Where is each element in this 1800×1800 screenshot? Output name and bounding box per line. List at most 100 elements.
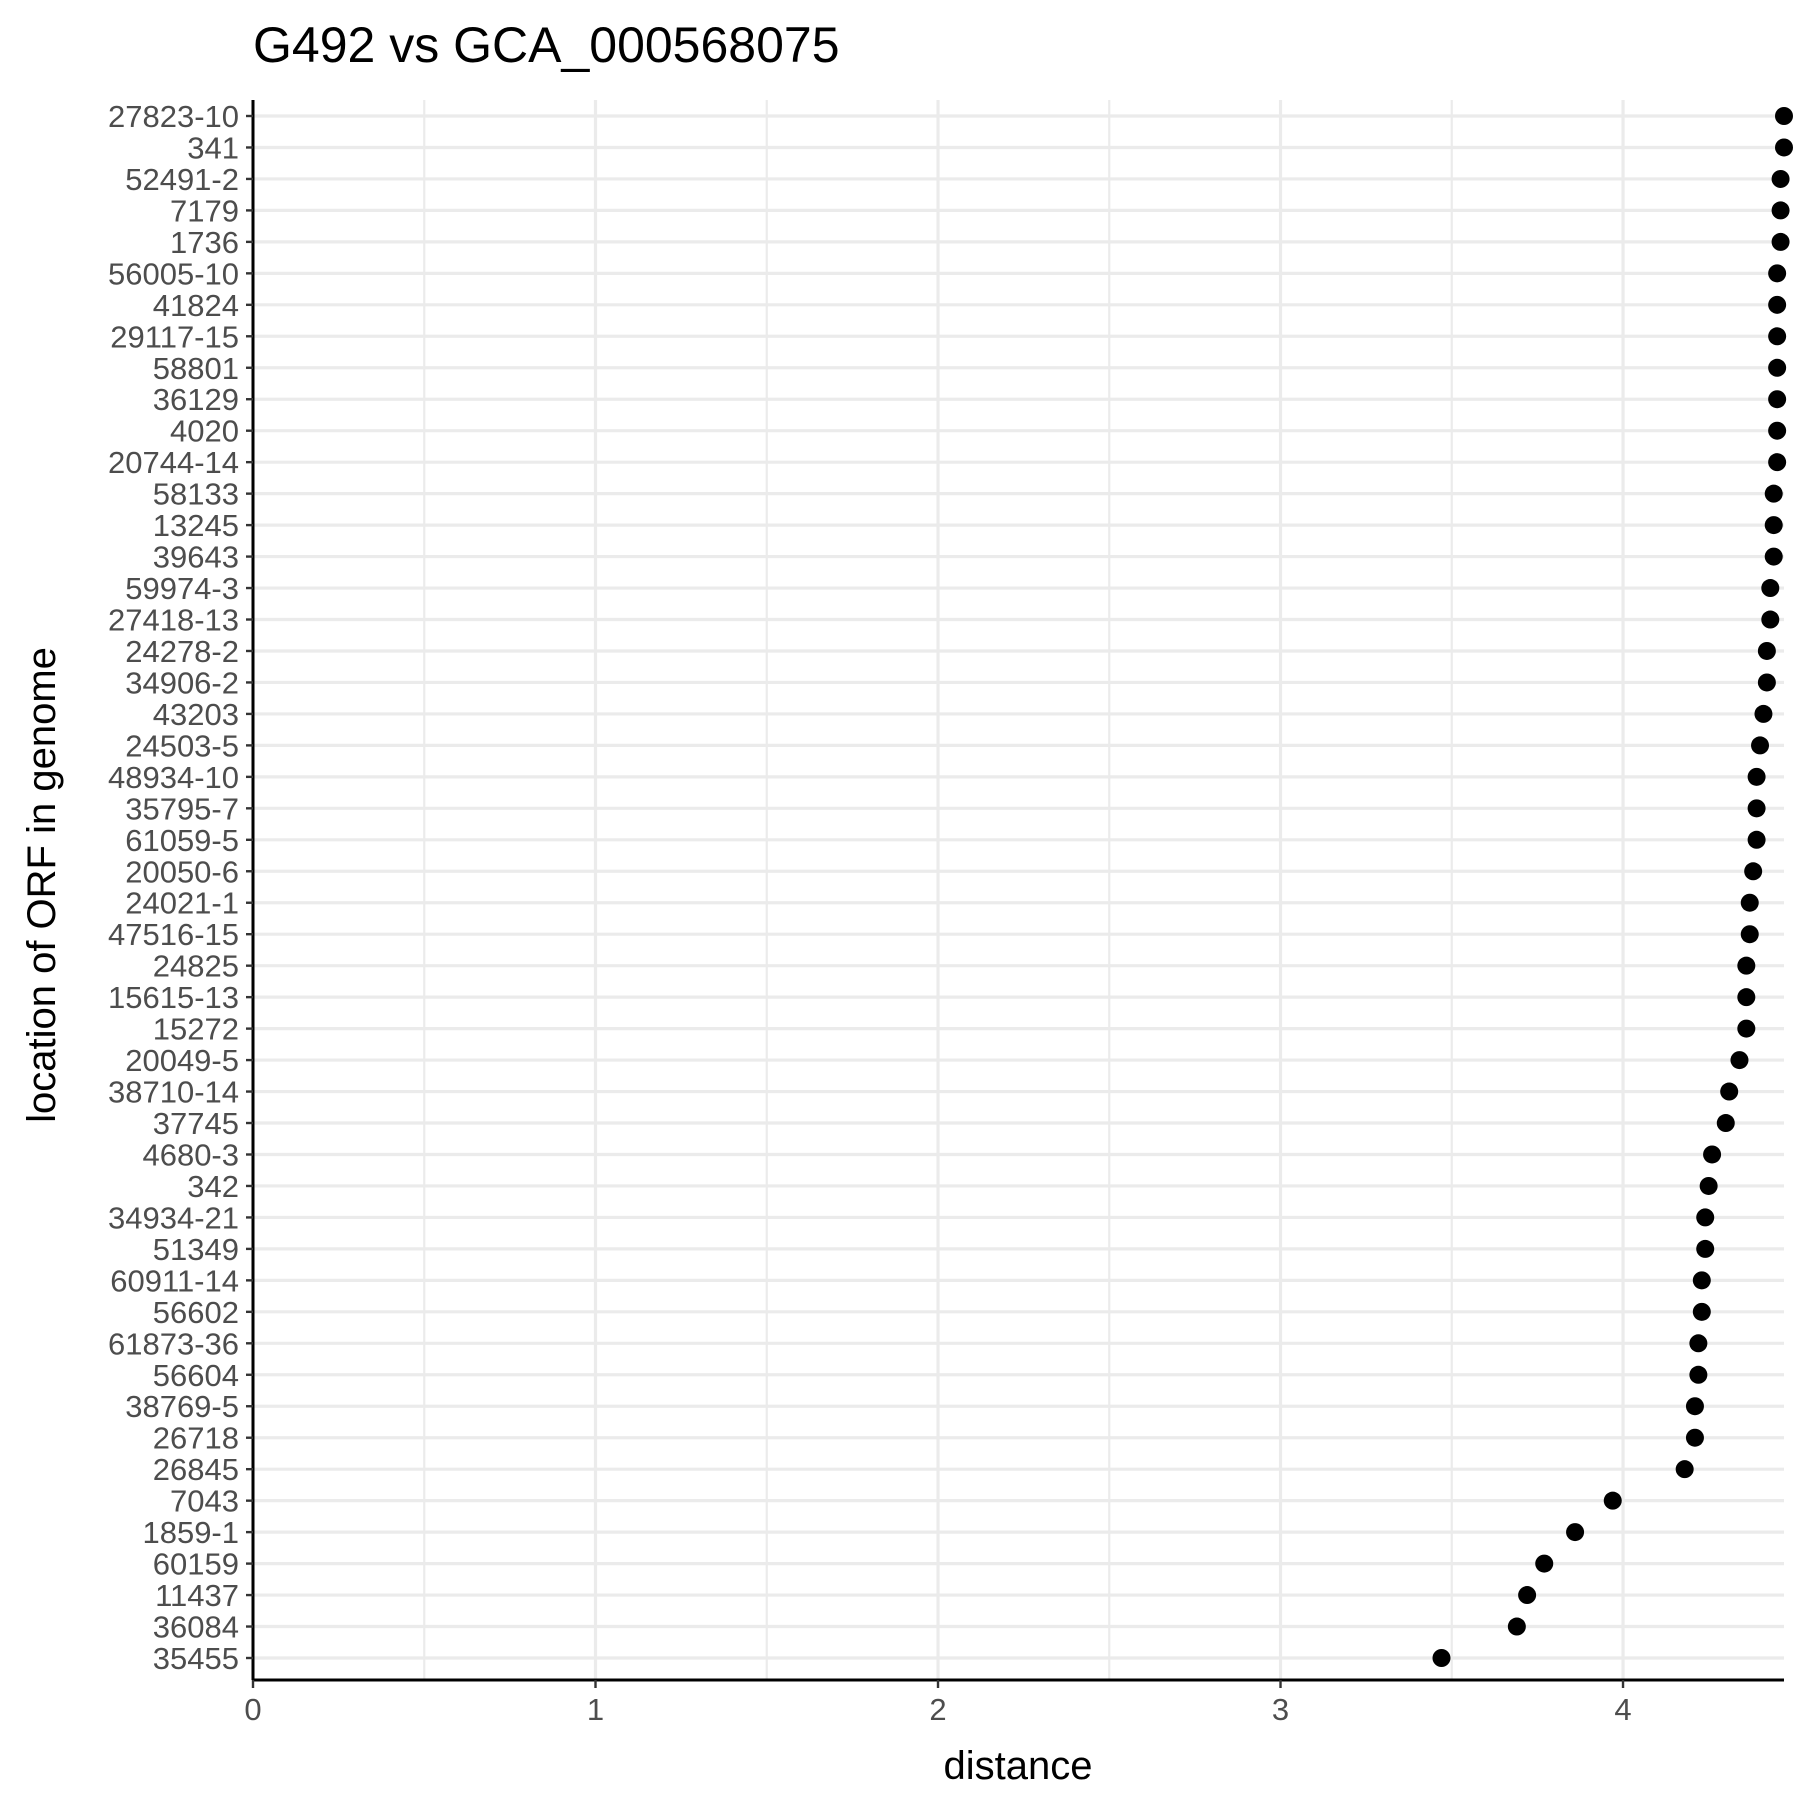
chart-title: G492 vs GCA_000568075 bbox=[253, 17, 840, 73]
data-point bbox=[1685, 1428, 1704, 1447]
y-tick-label: 35795-7 bbox=[125, 791, 239, 826]
data-point bbox=[1764, 547, 1783, 566]
x-tick-label: 4 bbox=[1614, 1692, 1631, 1727]
data-points bbox=[1432, 107, 1793, 1667]
data-point bbox=[1689, 1365, 1708, 1384]
data-point bbox=[1747, 830, 1766, 849]
data-point bbox=[1703, 1145, 1722, 1164]
y-tick-label: 61873-36 bbox=[108, 1326, 239, 1361]
y-tick-label: 56602 bbox=[153, 1295, 239, 1330]
x-tick-label: 2 bbox=[929, 1692, 946, 1727]
data-point bbox=[1730, 1051, 1749, 1070]
y-tick-label: 1736 bbox=[170, 225, 239, 260]
data-point bbox=[1771, 169, 1790, 188]
y-tick-label: 58801 bbox=[153, 351, 239, 386]
y-tick-label: 26718 bbox=[153, 1421, 239, 1456]
data-point bbox=[1764, 484, 1783, 503]
y-tick-label: 15272 bbox=[153, 1012, 239, 1047]
data-point bbox=[1751, 736, 1770, 755]
data-point bbox=[1775, 107, 1793, 125]
y-tick-label: 24278-2 bbox=[125, 634, 239, 669]
y-tick-label: 34934-21 bbox=[108, 1200, 239, 1235]
data-point bbox=[1692, 1271, 1711, 1290]
y-tick-label: 27823-10 bbox=[108, 99, 239, 134]
data-point bbox=[1771, 232, 1790, 251]
y-tick-label: 342 bbox=[187, 1169, 239, 1204]
data-point bbox=[1689, 1334, 1708, 1353]
y-tick-label: 7043 bbox=[170, 1484, 239, 1519]
y-tick-label: 58133 bbox=[153, 477, 239, 512]
data-point bbox=[1720, 1082, 1739, 1101]
y-tick-label: 43203 bbox=[153, 697, 239, 732]
data-point bbox=[1566, 1523, 1585, 1542]
data-point bbox=[1757, 641, 1776, 660]
data-point bbox=[1754, 704, 1773, 723]
data-point bbox=[1768, 295, 1787, 314]
data-point bbox=[1768, 358, 1787, 377]
data-point bbox=[1696, 1239, 1715, 1258]
y-tick-label: 24503-5 bbox=[125, 728, 239, 763]
y-tick-label: 13245 bbox=[153, 508, 239, 543]
y-tick-label: 52491-2 bbox=[125, 162, 239, 197]
data-point bbox=[1768, 327, 1787, 346]
y-tick-label: 60911-14 bbox=[110, 1263, 239, 1298]
data-point bbox=[1771, 201, 1790, 220]
y-tick-label: 24021-1 bbox=[125, 886, 239, 921]
grid-lines bbox=[251, 100, 1784, 1680]
y-tick-label: 38710-14 bbox=[108, 1075, 239, 1110]
data-point bbox=[1768, 264, 1787, 283]
y-tick-label: 4020 bbox=[170, 414, 239, 449]
x-axis-title: distance bbox=[944, 1744, 1093, 1788]
x-axis: 0 1 2 3 4 bbox=[244, 1678, 1784, 1727]
y-tick-label: 35455 bbox=[153, 1641, 239, 1676]
y-axis-title: location of ORF in genome bbox=[20, 647, 64, 1123]
y-tick-label: 4680-3 bbox=[142, 1137, 239, 1172]
y-tick-label: 48934-10 bbox=[108, 760, 239, 795]
y-tick-label: 1859-1 bbox=[142, 1515, 239, 1550]
y-tick-label: 20049-5 bbox=[125, 1043, 239, 1078]
y-tick-label: 59974-3 bbox=[125, 571, 239, 606]
y-tick-label: 60159 bbox=[153, 1547, 239, 1582]
y-tick-label: 24825 bbox=[153, 949, 239, 984]
data-point bbox=[1675, 1460, 1694, 1479]
data-point bbox=[1761, 579, 1780, 598]
data-point bbox=[1696, 1208, 1715, 1227]
data-point bbox=[1761, 610, 1780, 629]
y-tick-label: 61059-5 bbox=[125, 823, 239, 858]
y-tick-label: 47516-15 bbox=[108, 917, 239, 952]
y-tick-label: 38769-5 bbox=[125, 1389, 239, 1424]
data-point bbox=[1764, 516, 1783, 535]
data-point bbox=[1737, 1019, 1756, 1038]
y-axis: 27823-1034152491-27179173656005-10418242… bbox=[108, 99, 255, 1680]
data-point bbox=[1699, 1176, 1718, 1195]
y-tick-label: 29117-15 bbox=[110, 319, 239, 354]
data-point bbox=[1747, 767, 1766, 786]
x-tick-label: 3 bbox=[1272, 1692, 1289, 1727]
y-tick-label: 20050-6 bbox=[125, 854, 239, 889]
data-point bbox=[1518, 1586, 1537, 1605]
y-tick-label: 15615-13 bbox=[108, 980, 239, 1015]
data-point bbox=[1692, 1302, 1711, 1321]
data-point bbox=[1432, 1649, 1451, 1667]
y-tick-label: 34906-2 bbox=[125, 665, 239, 700]
data-point bbox=[1535, 1554, 1554, 1573]
x-tick-label: 0 bbox=[244, 1692, 261, 1727]
data-point bbox=[1768, 390, 1787, 409]
data-point bbox=[1740, 893, 1759, 912]
data-point bbox=[1775, 138, 1793, 157]
data-point bbox=[1768, 421, 1787, 440]
y-tick-label: 51349 bbox=[153, 1232, 239, 1267]
data-point bbox=[1740, 925, 1759, 944]
data-point bbox=[1716, 1114, 1735, 1133]
y-tick-label: 41824 bbox=[153, 288, 239, 323]
data-point bbox=[1507, 1617, 1526, 1636]
data-point bbox=[1685, 1397, 1704, 1416]
y-tick-label: 56005-10 bbox=[108, 256, 239, 291]
data-point bbox=[1744, 862, 1763, 881]
y-tick-label: 27418-13 bbox=[108, 603, 239, 638]
y-tick-label: 56604 bbox=[153, 1358, 239, 1393]
data-point bbox=[1747, 799, 1766, 818]
y-tick-label: 11437 bbox=[155, 1578, 239, 1613]
data-point bbox=[1768, 453, 1787, 472]
